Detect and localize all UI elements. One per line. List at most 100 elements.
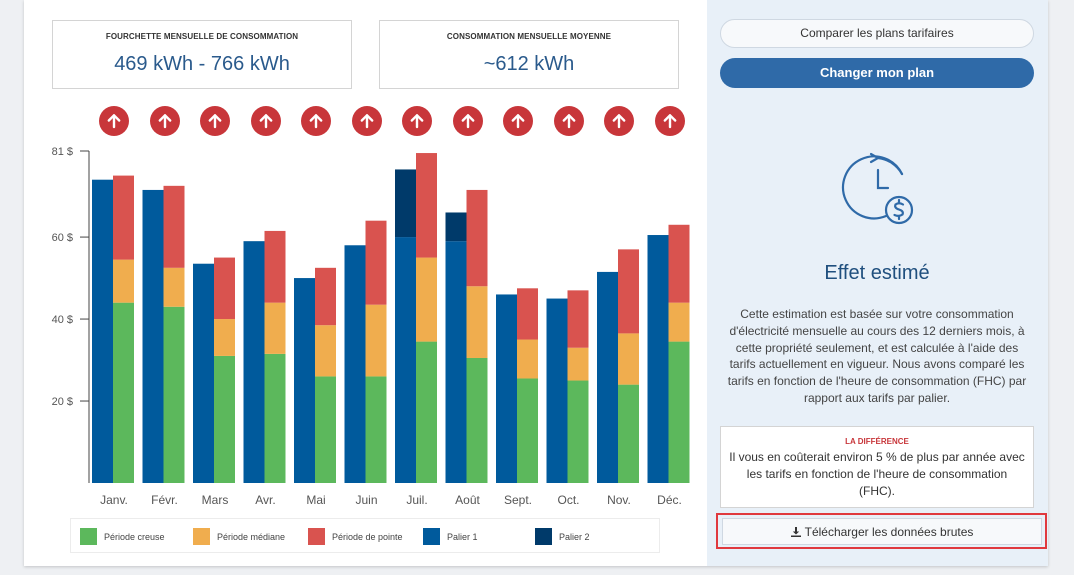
bar-pointe-5 — [315, 267, 336, 326]
arrow-up-icon — [250, 106, 281, 136]
y-tick-label: 60 $ — [52, 232, 73, 244]
chart-legend: Période creuse Période médiane Période d… — [70, 518, 660, 553]
bar-creuse-7 — [416, 341, 437, 483]
bar-pointe-8 — [466, 189, 488, 287]
arrow-up-icon — [402, 106, 432, 136]
legend-swatch-mediane — [193, 528, 210, 545]
consumption-range-value: 469 kWh - 766 kWh — [114, 53, 290, 75]
consumption-chart: 20 $ 40 $ 60 $ 81 $ Janv. Févr. Mars Avr. Mai Jui… — [52, 146, 690, 507]
legend-swatch-pointe — [308, 528, 325, 545]
bar-mediane-5 — [315, 325, 336, 377]
download-highlight-frame — [716, 513, 1047, 549]
arrow-up-icon — [99, 106, 129, 136]
bar-palier2-7 — [395, 169, 416, 238]
arrow-up-icon — [503, 106, 533, 136]
bar-pointe-7 — [416, 153, 437, 258]
legend-swatch-creuse — [80, 528, 97, 545]
bar-creuse-3 — [214, 355, 235, 483]
bar-pointe-2 — [163, 185, 185, 268]
arrow-up-icon — [351, 106, 382, 136]
average-consumption-value: ~612 kWh — [483, 53, 575, 75]
bar-mediane-12 — [668, 302, 690, 342]
arrow-up-icon — [604, 106, 634, 136]
month-label-12: Déc. — [657, 493, 682, 507]
bar-palier1-4 — [243, 241, 265, 483]
difference-text: Il vous en coûterait environ 5 % de plus… — [729, 450, 1025, 498]
average-consumption-label: CONSOMMATION MENSUELLE MOYENNE — [446, 32, 612, 41]
legend-swatch-palier2 — [535, 528, 552, 545]
arrow-up-icon — [553, 106, 584, 136]
download-raw-data-button[interactable]: Télécharger les données brutes — [722, 518, 1042, 545]
legend-item-mediane: Période médiane — [193, 528, 285, 545]
bar-creuse-2 — [163, 306, 185, 483]
bar-mediane-7 — [416, 257, 437, 342]
legend-item-pointe: Période de pointe — [308, 528, 403, 545]
legend-label-pointe: Période de pointe — [332, 531, 403, 542]
bar-palier1-7 — [395, 237, 416, 483]
bar-palier1-1 — [92, 179, 113, 484]
bar-palier1-11 — [597, 271, 618, 483]
bar-pointe-4 — [264, 230, 286, 303]
bar-mediane-11 — [618, 333, 639, 385]
bar-pointe-6 — [365, 220, 387, 305]
bar-mediane-4 — [264, 302, 286, 354]
bar-palier1-5 — [294, 278, 315, 483]
bar-creuse-8 — [466, 357, 488, 483]
bar-creuse-11 — [618, 384, 639, 483]
download-raw-data-label: Télécharger les données brutes — [804, 524, 974, 539]
bar-pointe-10 — [567, 290, 589, 348]
month-label-1: Janv. — [100, 493, 128, 507]
bar-pointe-12 — [668, 224, 690, 303]
bar-palier1-3 — [193, 263, 214, 483]
bar-creuse-10 — [567, 380, 589, 483]
legend-item-palier2: Palier 2 — [535, 528, 590, 545]
month-label-7: Juil. — [406, 493, 427, 507]
difference-box: LA DIFFÉRENCE Il vous en coûterait envir… — [720, 426, 1034, 508]
month-label-10: Oct. — [557, 493, 579, 507]
bar-palier2-8 — [445, 212, 467, 242]
arrow-up-icon — [301, 106, 331, 136]
month-label-4: Avr. — [255, 493, 275, 507]
month-label-9: Sept. — [504, 493, 532, 507]
compare-plans-button[interactable]: Comparer les plans tarifaires — [720, 19, 1034, 48]
bar-pointe-9 — [517, 288, 538, 340]
legend-swatch-palier1 — [423, 528, 440, 545]
arrow-up-icon — [200, 106, 230, 136]
download-icon — [790, 526, 801, 537]
month-label-3: Mars — [202, 493, 229, 507]
bar-pointe-1 — [113, 175, 134, 260]
month-label-5: Mai — [306, 493, 325, 507]
legend-label-creuse: Période creuse — [104, 531, 165, 542]
bar-pointe-11 — [618, 249, 639, 334]
consumption-range-label: FOURCHETTE MENSUELLE DE CONSOMMATION — [105, 32, 299, 41]
legend-item-creuse: Période creuse — [80, 528, 165, 545]
y-tick-label: 20 $ — [52, 396, 73, 408]
effect-description: Cette estimation est basée sur votre con… — [727, 307, 1027, 405]
bar-palier1-9 — [496, 294, 517, 483]
arrow-up-icon — [452, 106, 483, 136]
bar-mediane-1 — [113, 259, 134, 303]
bar-palier1-8 — [445, 241, 467, 483]
bar-creuse-12 — [668, 341, 690, 483]
bar-creuse-9 — [517, 378, 538, 483]
bar-mediane-8 — [466, 286, 488, 358]
consumption-range-box: FOURCHETTE MENSUELLE DE CONSOMMATION 469… — [52, 20, 352, 89]
legend-label-mediane: Période médiane — [217, 531, 286, 542]
month-label-6: Juin — [355, 493, 377, 507]
difference-label: LA DIFFÉRENCE — [845, 437, 909, 446]
y-tick-label: 81 $ — [52, 146, 73, 158]
bar-creuse-5 — [315, 376, 336, 483]
legend-label-palier2: Palier 2 — [559, 531, 590, 542]
bar-creuse-6 — [365, 376, 387, 483]
legend-item-palier1: Palier 1 — [423, 528, 478, 545]
change-plan-button[interactable]: Changer mon plan — [720, 58, 1034, 88]
bar-pointe-3 — [214, 257, 235, 320]
month-label-2: Févr. — [151, 493, 178, 507]
average-consumption-box: CONSOMMATION MENSUELLE MOYENNE ~612 kWh — [379, 20, 679, 89]
bar-palier1-10 — [546, 298, 568, 483]
y-tick-label: 40 $ — [52, 314, 73, 326]
bar-palier1-12 — [647, 235, 669, 483]
month-label-8: Août — [455, 493, 480, 507]
bar-mediane-6 — [365, 304, 387, 377]
bar-palier1-2 — [142, 189, 164, 483]
